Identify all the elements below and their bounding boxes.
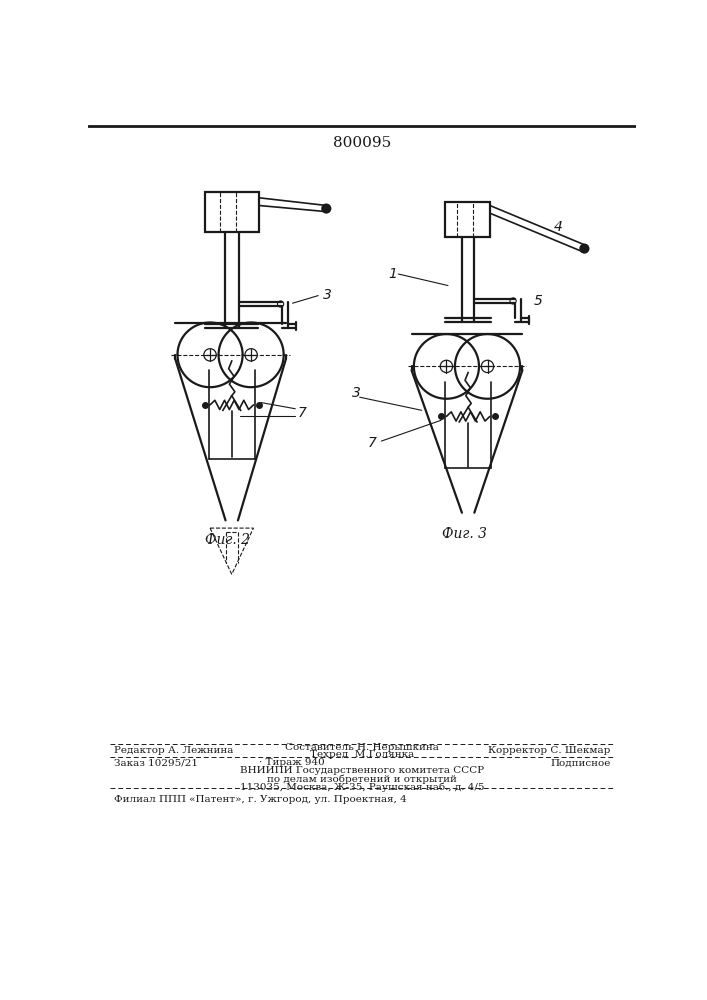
Text: 5: 5 <box>534 294 543 308</box>
Text: Редактор А. Лежнина: Редактор А. Лежнина <box>114 746 233 755</box>
Text: по делам изобретений и открытий: по делам изобретений и открытий <box>267 774 457 784</box>
Text: Составитель Н. Нерышкина: Составитель Н. Нерышкина <box>285 743 439 752</box>
Text: 7: 7 <box>368 436 376 450</box>
Text: 4: 4 <box>554 220 562 234</box>
Text: 1: 1 <box>388 267 397 281</box>
Text: Корректор С. Шекмар: Корректор С. Шекмар <box>489 746 611 755</box>
Text: ВНИИПИ Государственного комитета СССР: ВНИИПИ Государственного комитета СССР <box>240 766 484 775</box>
Circle shape <box>580 244 589 253</box>
Text: 3: 3 <box>352 386 361 400</box>
Circle shape <box>322 204 331 213</box>
Text: 7: 7 <box>298 406 307 420</box>
Text: Фиг. 3: Фиг. 3 <box>442 527 486 541</box>
Text: Фиг. 2: Фиг. 2 <box>205 533 250 547</box>
Text: Заказ 10295/21: Заказ 10295/21 <box>114 758 198 767</box>
Text: 113035, Москва, Ж-35, Раушская наб., д. 4/5: 113035, Москва, Ж-35, Раушская наб., д. … <box>240 783 484 792</box>
Text: Подписное: Подписное <box>550 758 611 767</box>
Bar <box>204 192 259 232</box>
Bar <box>445 202 490 237</box>
Text: 800095: 800095 <box>333 136 391 150</box>
Text: · Тираж 940: · Тираж 940 <box>259 758 325 767</box>
Text: Филиал ППП «Патент», г. Ужгород, ул. Проектная, 4: Филиал ППП «Патент», г. Ужгород, ул. Про… <box>114 795 407 804</box>
Text: 3: 3 <box>323 288 332 302</box>
Text: Техред  М.Голянка: Техред М.Голянка <box>310 750 414 759</box>
